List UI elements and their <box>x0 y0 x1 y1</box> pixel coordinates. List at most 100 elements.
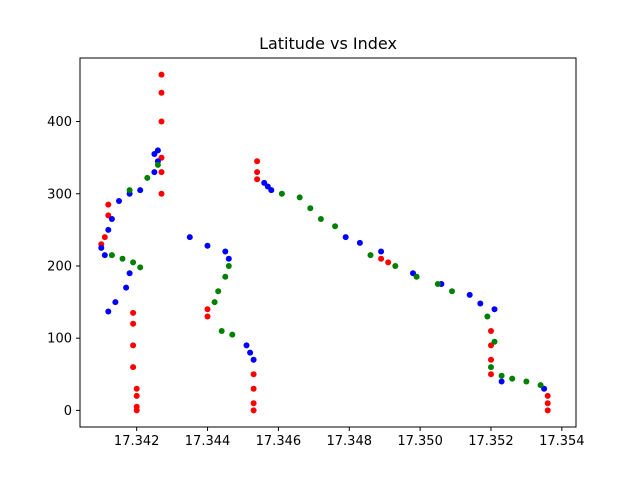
x-tick-label: 17.350 <box>397 434 443 449</box>
point-red-8 <box>105 201 112 208</box>
x-tick-label: 17.346 <box>256 434 302 449</box>
point-red-4 <box>130 364 137 371</box>
point-red-24 <box>254 176 261 183</box>
point-blue-27 <box>378 248 385 255</box>
point-blue-11 <box>151 169 158 176</box>
point-red-35 <box>544 407 551 414</box>
point-blue-32 <box>477 300 484 307</box>
plot-layer <box>98 71 551 414</box>
point-green-4 <box>154 161 161 168</box>
series-green <box>108 161 544 389</box>
point-blue-26 <box>356 239 363 246</box>
point-blue-10 <box>137 187 144 194</box>
point-green-27 <box>509 375 516 382</box>
y-tick-label: 100 <box>47 332 72 347</box>
point-green-23 <box>484 313 491 320</box>
point-green-10 <box>225 263 232 269</box>
point-blue-7 <box>108 216 115 222</box>
point-green-2 <box>130 259 137 266</box>
point-red-29 <box>488 328 494 334</box>
point-green-8 <box>215 288 222 295</box>
y-axis: 0 100 200 300 400 <box>47 115 80 419</box>
point-green-12 <box>229 331 236 338</box>
y-tick-label: 200 <box>47 259 72 274</box>
point-red-1 <box>133 392 140 399</box>
point-green-21 <box>434 281 441 287</box>
point-blue-19 <box>243 342 250 349</box>
point-blue-5 <box>98 244 105 251</box>
point-red-26 <box>254 158 261 165</box>
y-tick-label: 300 <box>47 187 72 202</box>
point-blue-21 <box>250 356 257 363</box>
x-axis: 17.342 17.344 17.346 17.348 17.350 17.352 17.3… <box>114 427 585 449</box>
point-blue-24 <box>268 187 275 194</box>
point-red-34 <box>544 400 551 407</box>
point-blue-16 <box>204 242 211 249</box>
point-red-13 <box>158 169 165 176</box>
point-red-33 <box>544 392 551 399</box>
point-blue-8 <box>116 198 122 204</box>
point-red-25 <box>254 169 261 176</box>
point-blue-23 <box>261 179 268 186</box>
x-tick-label: 17.344 <box>185 434 231 449</box>
point-blue-6 <box>105 226 112 233</box>
point-red-23 <box>250 407 257 414</box>
point-green-13 <box>278 190 285 197</box>
point-red-19 <box>204 313 211 320</box>
point-green-16 <box>317 216 324 222</box>
x-tick-label: 17.348 <box>327 434 373 449</box>
x-tick-label: 17.354 <box>539 434 585 449</box>
point-green-29 <box>537 382 544 389</box>
point-red-12 <box>158 190 165 197</box>
point-blue-15 <box>186 234 193 241</box>
point-green-20 <box>413 273 420 280</box>
point-red-15 <box>158 118 165 125</box>
point-blue-30 <box>466 291 473 298</box>
point-blue-4 <box>101 252 108 259</box>
point-green-14 <box>296 194 303 201</box>
point-green-7 <box>211 299 218 306</box>
axes-frame <box>79 57 577 428</box>
point-green-11 <box>218 328 225 334</box>
point-red-28 <box>385 259 392 266</box>
point-red-3 <box>133 407 140 414</box>
point-red-0 <box>133 385 140 392</box>
point-red-32 <box>488 371 494 378</box>
point-green-24 <box>491 338 498 345</box>
x-tick-label: 17.352 <box>468 434 514 449</box>
point-red-6 <box>130 320 137 327</box>
point-red-21 <box>250 385 257 392</box>
point-blue-2 <box>123 284 130 291</box>
point-green-9 <box>222 273 229 280</box>
series-blue <box>98 147 548 392</box>
point-red-18 <box>204 306 211 313</box>
point-green-0 <box>108 252 115 259</box>
y-tick-label: 0 <box>64 404 72 419</box>
point-green-26 <box>498 372 505 379</box>
point-green-1 <box>119 255 126 262</box>
point-blue-20 <box>247 349 254 356</box>
point-blue-17 <box>222 248 229 255</box>
point-red-17 <box>158 71 165 78</box>
point-red-20 <box>250 371 257 378</box>
chart-title: Latitude vs Index <box>259 34 397 53</box>
point-green-28 <box>523 378 530 385</box>
point-red-22 <box>250 400 257 407</box>
point-green-17 <box>332 223 339 230</box>
point-red-10 <box>101 234 108 241</box>
point-red-31 <box>488 356 494 363</box>
point-blue-25 <box>342 234 349 241</box>
point-green-22 <box>449 288 455 295</box>
point-blue-0 <box>105 308 112 315</box>
point-green-18 <box>367 252 374 259</box>
point-green-3 <box>137 264 144 271</box>
point-green-6 <box>126 187 133 194</box>
point-red-7 <box>130 309 137 316</box>
point-green-15 <box>307 205 314 212</box>
point-red-16 <box>158 89 165 96</box>
point-red-5 <box>130 342 137 349</box>
point-green-19 <box>392 263 399 269</box>
